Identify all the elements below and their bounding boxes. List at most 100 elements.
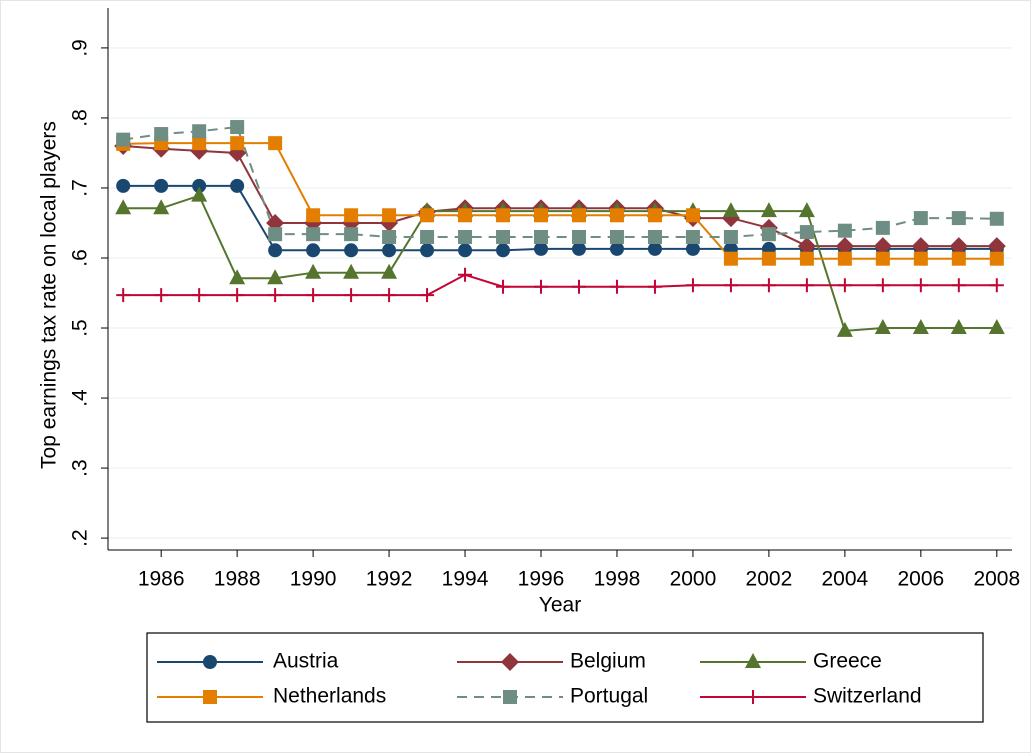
marker [609, 241, 624, 256]
marker [230, 120, 245, 135]
marker [571, 208, 586, 223]
marker [722, 202, 739, 218]
x-tick-label: 2004 [822, 568, 869, 591]
marker [192, 124, 207, 139]
marker [875, 220, 890, 235]
marker [496, 208, 511, 223]
marker [116, 178, 131, 193]
marker [647, 241, 662, 256]
legend-marker [745, 653, 761, 668]
y-tick-label: .8 [69, 109, 92, 127]
marker [797, 237, 816, 256]
marker [837, 278, 852, 293]
marker [835, 237, 854, 256]
marker [458, 229, 473, 244]
marker [761, 278, 776, 293]
marker [949, 237, 968, 256]
marker [987, 237, 1006, 256]
marker [799, 225, 814, 240]
x-tick-label: 1990 [290, 568, 337, 591]
marker [382, 243, 397, 258]
legend-marker [501, 653, 519, 671]
marker [306, 243, 321, 258]
marker [344, 227, 359, 242]
marker [798, 202, 815, 218]
marker [989, 251, 1004, 266]
marker [267, 269, 284, 285]
marker [913, 251, 928, 266]
legend-marker [203, 690, 217, 704]
legend-label: Greece [813, 650, 882, 673]
y-tick-label: .7 [69, 179, 92, 197]
y-tick-label: .3 [69, 459, 92, 477]
marker [458, 208, 473, 223]
marker [989, 278, 1004, 293]
series-line [123, 194, 997, 332]
marker [685, 208, 700, 223]
legend-label: Portugal [570, 685, 648, 708]
x-tick-label: 2002 [746, 568, 793, 591]
marker [951, 278, 966, 293]
legend-box [146, 632, 984, 723]
marker [268, 243, 283, 258]
x-axis-label: Year [539, 594, 581, 617]
marker [496, 229, 511, 244]
marker [191, 186, 208, 202]
marker [761, 227, 776, 242]
y-tick-label: .9 [69, 39, 92, 57]
marker [951, 251, 966, 266]
legend-marker [503, 690, 517, 704]
legend-label: Switzerland [813, 685, 922, 708]
marker [836, 321, 853, 337]
marker [875, 251, 890, 266]
x-tick-label: 1988 [214, 568, 261, 591]
marker [647, 229, 662, 244]
marker [153, 199, 170, 215]
marker [685, 229, 700, 244]
marker [534, 229, 549, 244]
marker [192, 178, 207, 193]
marker [609, 279, 624, 294]
marker [230, 136, 245, 151]
marker [988, 319, 1005, 335]
marker [458, 243, 473, 258]
marker [420, 288, 435, 303]
marker [115, 199, 132, 215]
marker [154, 178, 169, 193]
y-axis-label: Top earnings tax rate on local players [38, 121, 61, 469]
marker [382, 288, 397, 303]
x-tick-label: 1998 [594, 568, 641, 591]
marker [268, 227, 283, 242]
marker [420, 208, 435, 223]
marker [950, 319, 967, 335]
marker [534, 241, 549, 256]
marker [609, 229, 624, 244]
marker [230, 178, 245, 193]
marker [723, 251, 738, 266]
marker [913, 278, 928, 293]
marker [420, 243, 435, 258]
marker [685, 278, 700, 293]
marker [192, 288, 207, 303]
marker [799, 251, 814, 266]
marker [723, 229, 738, 244]
x-tick-label: 2008 [973, 568, 1020, 591]
marker [837, 251, 852, 266]
marker [609, 208, 624, 223]
legend-label: Austria [273, 650, 339, 673]
marker [344, 288, 359, 303]
x-tick-label: 2000 [670, 568, 717, 591]
y-tick-label: .6 [69, 249, 92, 267]
marker [760, 202, 777, 218]
marker [874, 319, 891, 335]
y-tick-label: .2 [69, 529, 92, 547]
marker [306, 227, 321, 242]
marker [268, 288, 283, 303]
marker [343, 263, 360, 279]
marker [761, 251, 776, 266]
marker [230, 288, 245, 303]
marker [647, 279, 662, 294]
x-tick-label: 1992 [366, 568, 413, 591]
